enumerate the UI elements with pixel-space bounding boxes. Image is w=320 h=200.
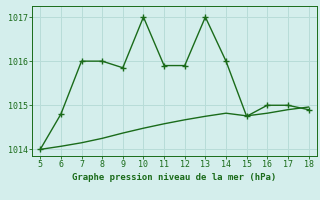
X-axis label: Graphe pression niveau de la mer (hPa): Graphe pression niveau de la mer (hPa) bbox=[72, 173, 276, 182]
